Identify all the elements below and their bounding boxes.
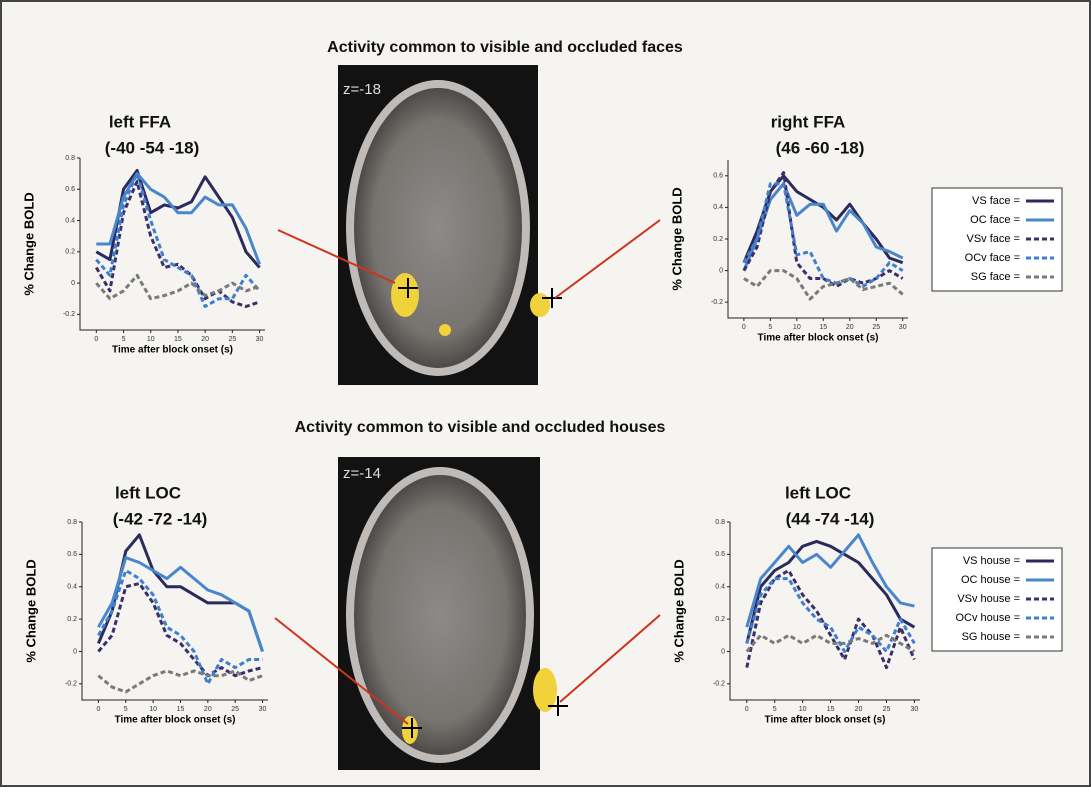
y-tick-label: 0.6 bbox=[713, 173, 723, 180]
legend-label: OC face = bbox=[970, 214, 1020, 226]
y-axis-label: % Change BOLD bbox=[21, 192, 36, 295]
x-tick-label: 30 bbox=[259, 706, 267, 713]
x-axis-label: Time after block onset (s) bbox=[765, 715, 886, 726]
x-tick-label: 20 bbox=[855, 706, 863, 713]
x-tick-label: 10 bbox=[799, 706, 807, 713]
x-tick-label: 10 bbox=[149, 706, 157, 713]
legend-label: SG house = bbox=[962, 631, 1020, 643]
x-tick-label: 20 bbox=[204, 706, 212, 713]
legend-label: VS house = bbox=[963, 555, 1020, 567]
x-tick-label: 25 bbox=[883, 706, 891, 713]
y-tick-label: 0.8 bbox=[65, 155, 75, 162]
x-tick-label: 15 bbox=[174, 336, 182, 343]
y-tick-label: -0.2 bbox=[713, 681, 725, 688]
legend-label: OCv face = bbox=[965, 252, 1020, 264]
y-tick-label: 0.6 bbox=[715, 551, 725, 558]
y-tick-label: 0 bbox=[721, 648, 725, 655]
x-tick-label: 10 bbox=[147, 336, 155, 343]
figure: Activity common to visible and occluded … bbox=[0, 0, 1091, 787]
x-tick-label: 5 bbox=[768, 324, 772, 331]
x-tick-label: 0 bbox=[742, 324, 746, 331]
chart-subtitle: (-42 -72 -14) bbox=[113, 509, 207, 528]
legend-label: OC house = bbox=[961, 574, 1020, 586]
x-tick-label: 25 bbox=[228, 336, 236, 343]
chart-title: left FFA bbox=[109, 112, 171, 131]
x-axis-label: Time after block onset (s) bbox=[115, 715, 236, 726]
y-tick-label: 0.4 bbox=[715, 584, 725, 591]
chart-subtitle: (-40 -54 -18) bbox=[105, 138, 199, 157]
x-tick-label: 5 bbox=[773, 706, 777, 713]
legend-label: VSv house = bbox=[957, 593, 1020, 605]
y-tick-label: -0.2 bbox=[65, 681, 77, 688]
chart-title: left LOC bbox=[785, 483, 851, 502]
y-tick-label: 0.6 bbox=[65, 186, 75, 193]
x-tick-label: 0 bbox=[94, 336, 98, 343]
x-tick-label: 30 bbox=[899, 324, 907, 331]
section-heading: Activity common to visible and occluded … bbox=[327, 39, 683, 56]
x-tick-label: 5 bbox=[122, 336, 126, 343]
chart-subtitle: (44 -74 -14) bbox=[786, 509, 875, 528]
chart-title: left LOC bbox=[115, 483, 181, 502]
legend-label: OCv house = bbox=[955, 612, 1020, 624]
x-tick-label: 15 bbox=[177, 706, 185, 713]
x-tick-label: 25 bbox=[872, 324, 880, 331]
y-tick-label: 0.8 bbox=[715, 519, 725, 526]
x-tick-label: 0 bbox=[96, 706, 100, 713]
y-tick-label: 0.8 bbox=[67, 519, 77, 526]
chart-subtitle: (46 -60 -18) bbox=[776, 138, 865, 157]
slice-label: z=-14 bbox=[343, 465, 381, 482]
x-tick-label: 30 bbox=[911, 706, 919, 713]
section-heading: Activity common to visible and occluded … bbox=[295, 419, 666, 436]
y-axis-label: % Change BOLD bbox=[23, 559, 38, 662]
y-tick-label: -0.2 bbox=[63, 311, 75, 318]
y-axis-label: % Change BOLD bbox=[669, 187, 684, 290]
slice-label: z=-18 bbox=[343, 81, 381, 98]
y-tick-label: 0 bbox=[71, 280, 75, 287]
x-tick-label: 15 bbox=[819, 324, 827, 331]
x-tick-label: 20 bbox=[846, 324, 854, 331]
legend-label: SG face = bbox=[971, 271, 1020, 283]
y-tick-label: 0.4 bbox=[67, 584, 77, 591]
y-tick-label: 0.2 bbox=[65, 249, 75, 256]
x-tick-label: 10 bbox=[793, 324, 801, 331]
x-tick-label: 30 bbox=[256, 336, 264, 343]
y-tick-label: -0.2 bbox=[711, 299, 723, 306]
x-tick-label: 15 bbox=[827, 706, 835, 713]
chart-title: right FFA bbox=[771, 112, 846, 131]
y-tick-label: 0.2 bbox=[67, 616, 77, 623]
y-tick-label: 0.4 bbox=[713, 204, 723, 211]
x-tick-label: 5 bbox=[124, 706, 128, 713]
y-tick-label: 0.2 bbox=[713, 236, 723, 243]
x-tick-label: 20 bbox=[201, 336, 209, 343]
x-axis-label: Time after block onset (s) bbox=[112, 345, 233, 356]
y-tick-label: 0 bbox=[73, 648, 77, 655]
x-tick-label: 25 bbox=[231, 706, 239, 713]
y-tick-label: 0.4 bbox=[65, 217, 75, 224]
y-axis-label: % Change BOLD bbox=[671, 559, 686, 662]
x-tick-label: 0 bbox=[745, 706, 749, 713]
y-tick-label: 0.2 bbox=[715, 616, 725, 623]
x-axis-label: Time after block onset (s) bbox=[758, 333, 879, 344]
legend-label: VSv face = bbox=[966, 233, 1020, 245]
y-tick-label: 0.6 bbox=[67, 551, 77, 558]
y-tick-label: 0 bbox=[719, 267, 723, 274]
legend-label: VS face = bbox=[972, 195, 1020, 207]
